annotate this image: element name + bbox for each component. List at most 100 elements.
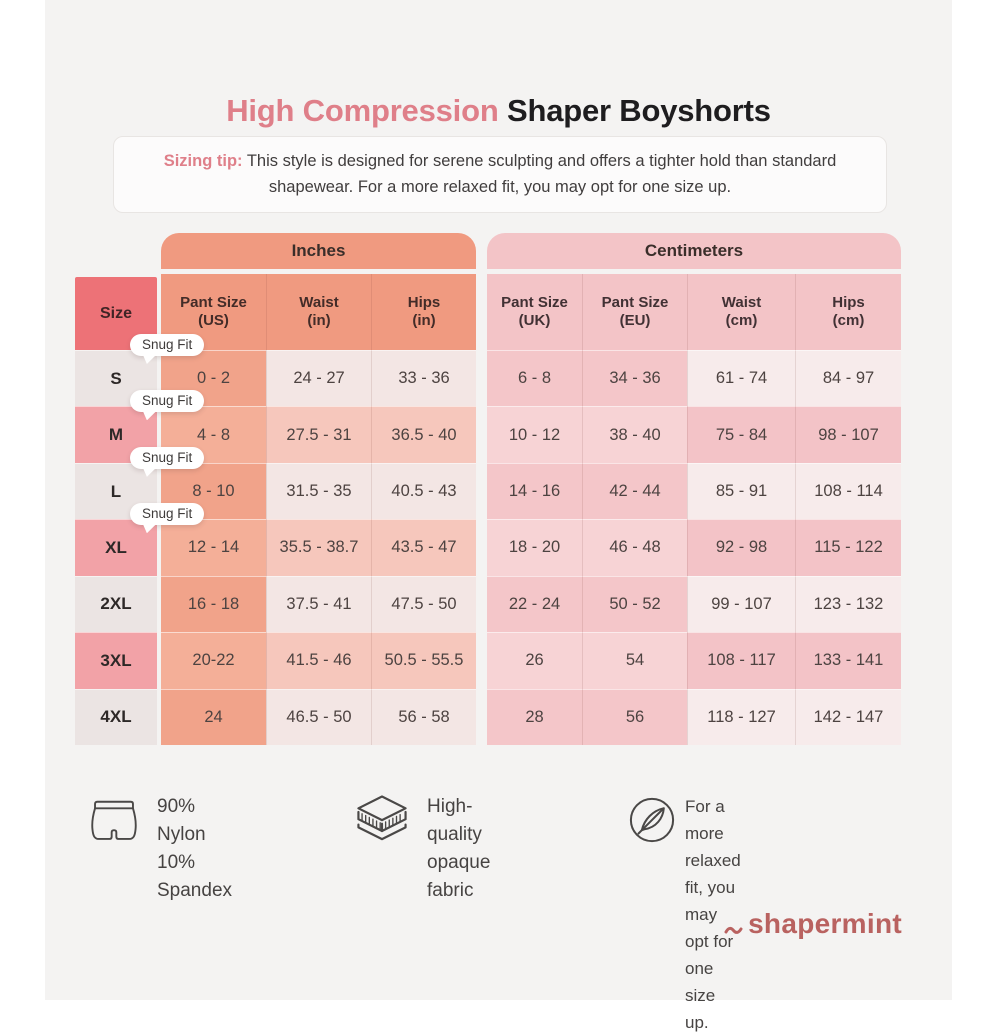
table-cell: 31.5 - 35 <box>266 462 371 520</box>
table-cell: 34 - 36 <box>582 350 687 407</box>
table-cell: 22 - 24 <box>487 575 582 633</box>
logo-squiggle-icon <box>724 926 743 934</box>
table-cell: 61 - 74 <box>687 350 795 407</box>
column-header-line2: (EU) <box>619 312 651 329</box>
table-cell: 99 - 107 <box>687 575 795 633</box>
table-cell: 54 <box>582 632 687 689</box>
column-header-line1: Hips <box>407 293 441 311</box>
feather-icon <box>625 793 679 852</box>
size-cell: 4XL <box>75 688 157 745</box>
table-cell: 40.5 - 43 <box>371 462 476 520</box>
table-cell: 27.5 - 31 <box>266 406 371 463</box>
feature-text-line: For a more relaxed fit, you <box>685 797 741 897</box>
column-header: Pant Size (EU) <box>582 274 687 350</box>
table-cell: 16 - 18 <box>161 575 266 633</box>
size-cell: 2XL <box>75 575 157 633</box>
column-header-line2: (UK) <box>518 312 551 329</box>
table-cell: 41.5 - 46 <box>266 632 371 689</box>
column-header: Waist (cm) <box>687 274 795 350</box>
snug-fit-bubble: Snug Fit <box>130 334 205 356</box>
feature-material-text: 90% Nylon 10% Spandex <box>157 793 232 905</box>
table-cell: 50 - 52 <box>582 575 687 633</box>
centimeters-group-header: Centimeters <box>487 233 901 269</box>
table-cell: 24 <box>161 688 266 745</box>
feature-text-line: High-quality <box>427 796 482 845</box>
column-header-line1: Hips <box>832 293 865 311</box>
snug-fit-bubble: Snug Fit <box>130 503 205 526</box>
column-header-line1: Pant Size <box>501 293 568 311</box>
table-cell: 108 - 117 <box>687 632 795 689</box>
column-header-line1: Pant Size <box>601 293 669 311</box>
table-cell: 46 - 48 <box>582 519 687 576</box>
sizing-tip-box: Sizing tip: This style is designed for s… <box>113 136 887 214</box>
feature-text-line: 90% Nylon <box>157 796 206 845</box>
inches-group-header: Inches <box>161 233 476 269</box>
table-cell: 12 - 14 <box>161 519 266 576</box>
table-cell: 37.5 - 41 <box>266 575 371 633</box>
table-cell: 36.5 - 40 <box>371 406 476 463</box>
table-cell: 56 - 58 <box>371 688 476 745</box>
table-cell: 6 - 8 <box>487 350 582 407</box>
column-header-line2: (in) <box>412 312 436 329</box>
table-cell: 42 - 44 <box>582 462 687 520</box>
column-header-line2: (US) <box>198 312 229 329</box>
inches-group: Inches Pant Size (US) Waist (in) Hips (in) 0 -… <box>161 233 476 745</box>
table-cell: 26 <box>487 632 582 689</box>
table-cell: 115 - 122 <box>795 519 901 576</box>
column-header: Hips (cm) <box>795 274 901 350</box>
column-header-line2: (cm) <box>725 312 758 329</box>
table-cell: 28 <box>487 688 582 745</box>
size-cell: XL <box>75 519 157 576</box>
table-cell: 10 - 12 <box>487 406 582 463</box>
column-header-line2: (cm) <box>832 312 865 329</box>
column-header: Waist (in) <box>266 274 371 350</box>
page-title-accent: High Compression <box>226 92 499 128</box>
fabric-layers-icon <box>352 792 412 855</box>
feature-fit-text: For a more relaxed fit, you may opt for o… <box>685 793 741 1036</box>
feature-text-line: opaque fabric <box>427 852 491 901</box>
table-cell: 0 - 2 <box>161 350 266 407</box>
table-cell: 50.5 - 55.5 <box>371 632 476 689</box>
table-cell: 33 - 36 <box>371 350 476 407</box>
snug-fit-bubble: Snug Fit <box>130 446 205 469</box>
size-cell: 3XL <box>75 632 157 689</box>
table-cell: 85 - 91 <box>687 462 795 520</box>
table-cell: 56 <box>582 688 687 745</box>
table-cell: 47.5 - 50 <box>371 575 476 633</box>
column-header-line1: Waist <box>721 293 762 311</box>
table-cell: 84 - 97 <box>795 350 901 407</box>
feature-text-line: 10% Spandex <box>157 852 233 901</box>
snug-fit-bubble: Snug Fit <box>130 390 205 413</box>
boyshorts-icon <box>87 788 141 857</box>
size-column-header: Size <box>75 277 157 350</box>
centimeters-grid: Pant Size (UK) Pant Size (EU) Waist (cm) Hips(… <box>487 274 901 745</box>
feature-fabric-text: High-quality opaque fabric <box>427 793 490 905</box>
shapermint-logo: shapermint <box>724 908 902 940</box>
infographic-canvas: High Compression Shaper Boyshorts Sizing… <box>45 0 952 1032</box>
table-cell: 18 - 20 <box>487 519 582 576</box>
inches-grid: Pant Size (US) Waist (in) Hips (in) 0 - 2 24 - … <box>161 274 476 745</box>
table-cell: 46.5 - 50 <box>266 688 371 745</box>
table-cell: 98 - 107 <box>795 406 901 463</box>
table-cell: 108 - 114 <box>795 462 901 520</box>
table-cell: 43.5 - 47 <box>371 519 476 576</box>
table-cell: 75 - 84 <box>687 406 795 463</box>
table-cell: 123 - 132 <box>795 575 901 633</box>
column-header: Pant Size (UK) <box>487 274 582 350</box>
sizing-tip-label: Sizing tip: <box>163 152 243 170</box>
table-cell: 35.5 - 38.7 <box>266 519 371 576</box>
centimeters-group: Centimeters Pant Size (UK) Pant Size (EU) Wa… <box>487 233 901 745</box>
table-cell: 20-22 <box>161 632 266 689</box>
table-cell: 24 - 27 <box>266 350 371 407</box>
table-cell: 92 - 98 <box>687 519 795 576</box>
column-header-line1: Waist <box>299 293 339 311</box>
page-title: High Compression Shaper Boyshorts <box>45 93 952 129</box>
column-header-line2: (in) <box>307 312 331 329</box>
page-title-rest: Shaper Boyshorts <box>498 92 771 128</box>
sizing-tip-text: This style is designed for serene sculpt… <box>242 152 837 196</box>
table-cell: 38 - 40 <box>582 406 687 463</box>
logo-text: shapermint <box>748 908 902 939</box>
table-cell: 142 - 147 <box>795 688 901 745</box>
column-header: Hips (in) <box>371 274 476 350</box>
table-cell: 133 - 141 <box>795 632 901 689</box>
